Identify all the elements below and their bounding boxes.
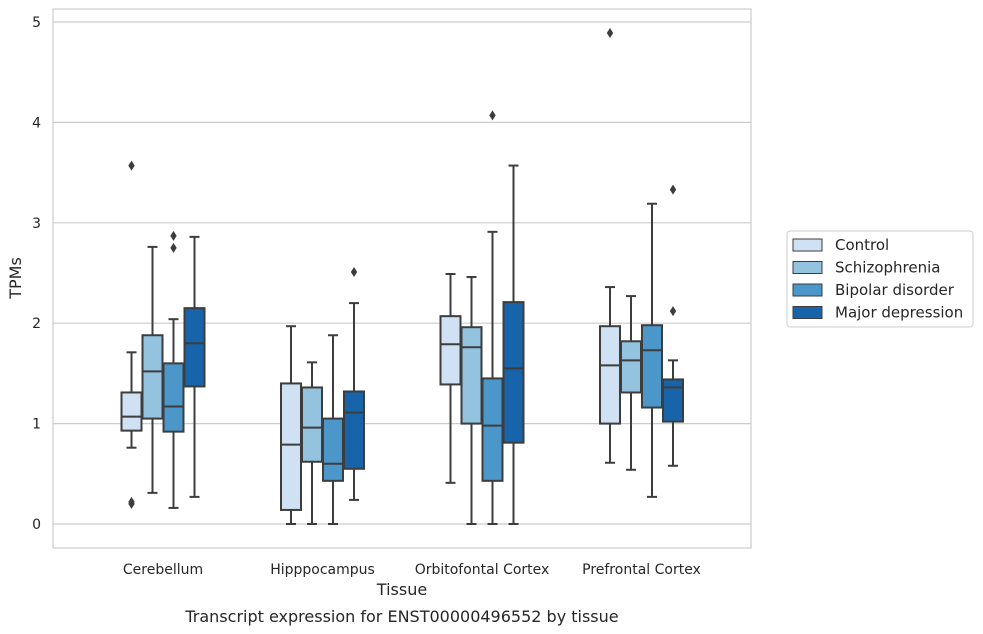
- box-1-3: [620, 295, 642, 471]
- y-tick-labels: 0 1 2 3 4 5: [32, 15, 41, 533]
- box-0-1: [280, 325, 302, 525]
- box-body: [322, 417, 344, 482]
- y-tick-label: 3: [32, 216, 41, 232]
- legend: Control Schizophrenia Bipolar disorder Majo…: [786, 230, 974, 328]
- y-tick-label: 2: [32, 316, 41, 332]
- plot-frame: [52, 8, 752, 549]
- box-body: [662, 378, 684, 423]
- y-axis-label: TPMs: [6, 257, 25, 300]
- outlier-point: [606, 28, 614, 39]
- outlier-point: [669, 184, 677, 195]
- x-tick-label: Hipppocampus: [270, 562, 375, 578]
- box-body: [280, 382, 302, 511]
- box-2-0: [162, 230, 185, 509]
- box-body: [343, 390, 365, 470]
- box-body: [460, 326, 483, 425]
- outlier-point: [128, 160, 135, 171]
- outlier-point: [489, 110, 496, 121]
- box-body: [599, 325, 621, 425]
- y-tick-label: 5: [32, 15, 41, 31]
- plot-background: [53, 9, 751, 548]
- box-body: [141, 334, 164, 420]
- legend-swatch: [792, 261, 823, 274]
- legend-swatch: [792, 238, 823, 252]
- box-body: [502, 301, 525, 444]
- outlier-point: [669, 306, 677, 317]
- outlier-point: [350, 266, 358, 277]
- box-1-1: [301, 361, 323, 525]
- legend-label: Schizophrenia: [835, 259, 940, 277]
- outlier-point: [170, 242, 177, 253]
- box-groups: [120, 28, 684, 525]
- y-tick-label: 4: [32, 115, 41, 131]
- box-body: [183, 307, 206, 388]
- x-tick-labels: Cerebellum Hipppocampus Orbitofontal Corte…: [123, 562, 701, 578]
- legend-label: Major depression: [835, 304, 963, 322]
- box-0-0: [120, 160, 143, 509]
- outlier-point: [170, 230, 177, 241]
- legend-frame: [786, 230, 974, 328]
- box-body: [620, 340, 642, 394]
- legend-swatch: [792, 306, 823, 319]
- y-tick-label: 1: [32, 417, 41, 433]
- chart-caption: Transcript expression for ENST0000049655…: [184, 607, 618, 626]
- legend-label: Control: [835, 236, 889, 254]
- box-body: [641, 324, 663, 409]
- box-body: [439, 315, 462, 386]
- outlier-point: [128, 496, 135, 507]
- legend-label: Bipolar disorder: [835, 281, 955, 299]
- box-body: [162, 362, 185, 433]
- box-2-3: [641, 202, 663, 498]
- box-1-2: [460, 276, 483, 525]
- box-body: [301, 386, 323, 463]
- box-body: [120, 391, 143, 432]
- box-3-1: [343, 266, 365, 501]
- box-3-0: [183, 235, 206, 498]
- y-tick-label: 0: [32, 517, 41, 533]
- box-3-3: [662, 184, 684, 467]
- x-tick-label: Prefrontal Cortex: [582, 562, 701, 578]
- x-tick-label: Cerebellum: [123, 562, 203, 578]
- x-axis-label: Tissue: [376, 580, 427, 599]
- box-0-2: [439, 273, 462, 484]
- box-body: [481, 377, 504, 482]
- x-tick-label: Orbitofontal Cortex: [415, 562, 550, 578]
- legend-swatch: [792, 283, 823, 297]
- box-3-2: [502, 164, 525, 525]
